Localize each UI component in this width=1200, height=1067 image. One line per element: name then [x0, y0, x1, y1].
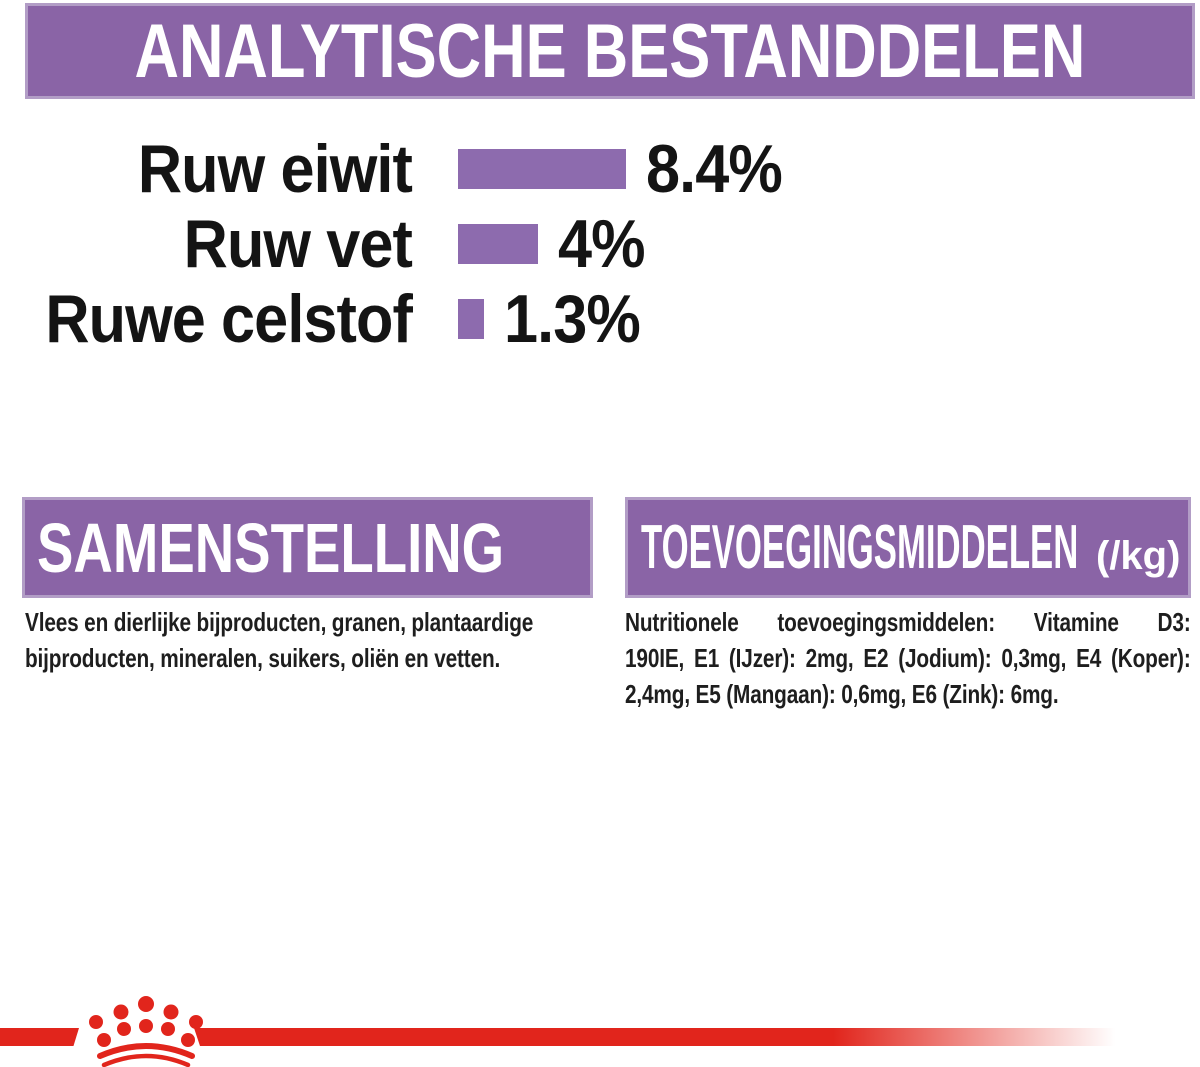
additives-text: Nutritionele toevoegingsmiddelen: Vitami… [625, 604, 1191, 712]
composition-title: SAMENSTELLING [37, 508, 505, 587]
analytical-components-title: ANALYTISCHE BESTANDDELEN [134, 8, 1086, 94]
chart-row: Ruw vet 4% [0, 205, 1200, 282]
paragraph-line: 2,4mg, E5 (Mangaan): 0,6mg, E6 (Zink): 6… [625, 679, 1059, 709]
red-stripe-right [194, 1028, 1134, 1046]
paragraph-line: Vlees en dierlijke bijproducten, granen,… [25, 607, 534, 637]
red-stripe-left [0, 1028, 79, 1046]
paragraph-line: Nutritionele toevoegingsmiddelen: Vitami… [625, 607, 1191, 637]
paragraph-line: 190IE, E1 (IJzer): 2mg, E2 (Jodium): 0,3… [625, 643, 1191, 673]
chart-bar [458, 148, 626, 189]
royal-canin-crown-icon [89, 996, 203, 1067]
chart-bar [458, 298, 484, 339]
chart-value-label: 8.4% [646, 130, 783, 207]
per-kg-unit-label: (/kg) [1096, 534, 1181, 578]
chart-row: Ruw eiwit 8.4% [0, 130, 1200, 207]
chart-row: Ruwe celstof 1.3% [0, 280, 1200, 357]
paragraph-line: bijproducten, mineralen, suikers, oliën … [25, 643, 501, 673]
chart-bar [458, 223, 538, 264]
additives-banner: TOEVOEGINGSMIDDELEN (/kg) [625, 497, 1191, 598]
chart-category-label: Ruw eiwit [137, 130, 413, 207]
additives-title: TOEVOEGINGSMIDDELEN [641, 513, 1079, 582]
chart-category-label: Ruwe celstof [45, 280, 413, 357]
composition-text: Vlees en dierlijke bijproducten, granen,… [25, 604, 537, 676]
additives-title-wrap: TOEVOEGINGSMIDDELEN [641, 512, 1096, 583]
chart-category-label: Ruw vet [183, 205, 413, 282]
chart-value-label: 4% [558, 205, 646, 282]
analytical-components-banner: ANALYTISCHE BESTANDDELEN [25, 3, 1195, 99]
chart-value-label: 1.3% [504, 280, 641, 357]
composition-banner: SAMENSTELLING [22, 497, 593, 598]
analytical-chart: Ruw eiwit 8.4% Ruw vet 4% Ruwe celstof 1.3% [0, 130, 1200, 357]
